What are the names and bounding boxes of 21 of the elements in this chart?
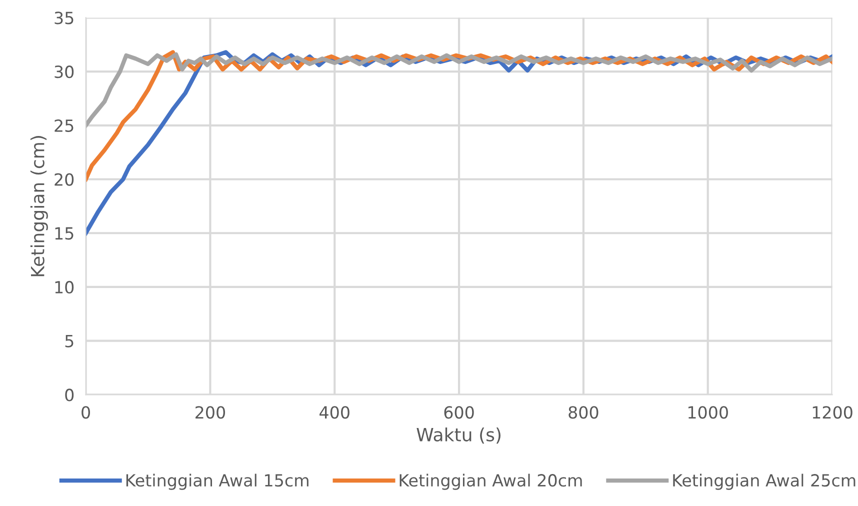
y-tick-label: 25 xyxy=(54,119,74,132)
legend-label: Ketinggian Awal 15cm xyxy=(126,474,308,490)
x-axis-title: Waktu (s) xyxy=(416,427,500,444)
y-axis-title: Ketinggian (cm) xyxy=(30,136,48,276)
x-tick-label: 200 xyxy=(196,406,226,419)
y-tick-label: 20 xyxy=(54,173,74,186)
x-tick-label: 600 xyxy=(444,406,474,419)
x-tick-label: 400 xyxy=(320,406,350,419)
line-series xyxy=(86,52,832,128)
legend-label: Ketinggian Awal 20cm xyxy=(400,474,582,490)
y-tick-label: 15 xyxy=(55,227,74,240)
y-tick-label: 35 xyxy=(54,12,74,24)
y-tick-label: 0 xyxy=(65,388,74,402)
x-tick-label: 800 xyxy=(568,406,598,419)
x-tick-label: 1200 xyxy=(812,406,852,419)
y-tick-label: 5 xyxy=(65,335,74,348)
y-tick-label: 30 xyxy=(54,66,74,78)
x-tick-label: 0 xyxy=(82,406,90,419)
x-tick-label: 1000 xyxy=(688,406,728,419)
y-tick-label: 10 xyxy=(55,280,74,294)
legend-label: Ketinggian Awal 25cm xyxy=(673,474,856,490)
